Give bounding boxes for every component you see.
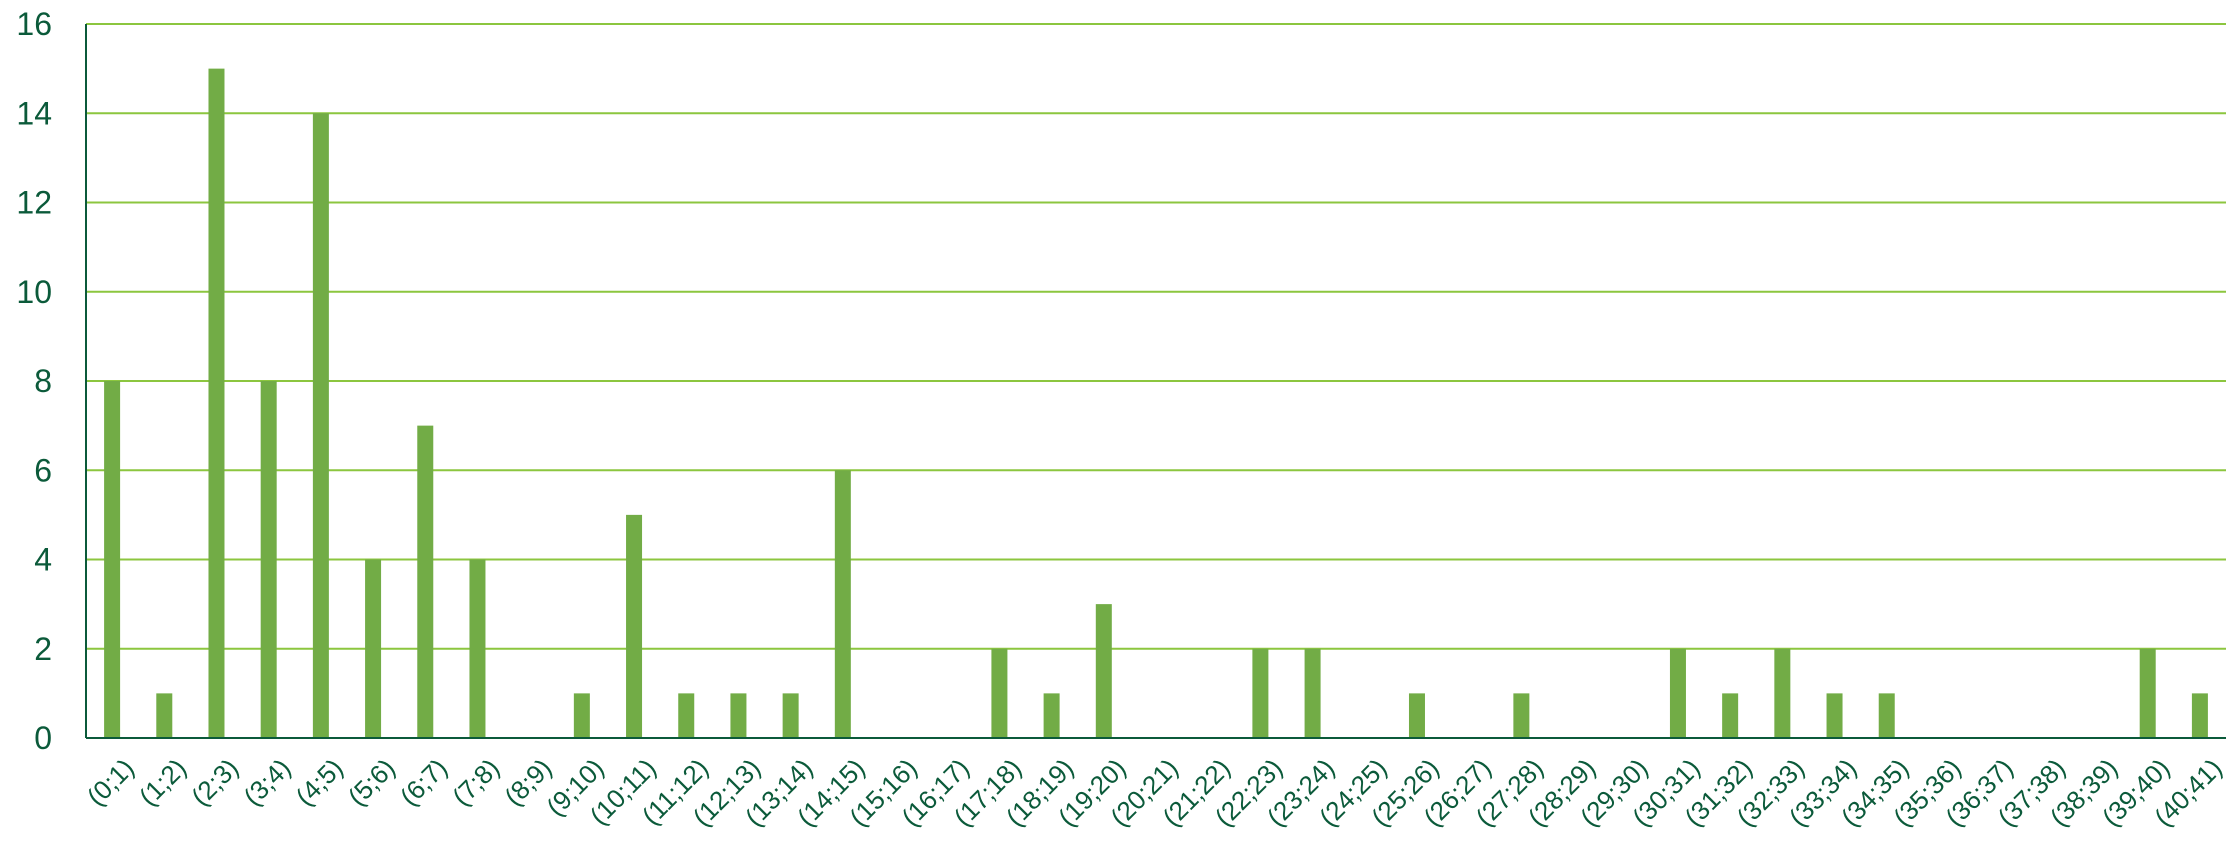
y-tick-label: 10 [16,274,52,310]
x-tick-label: (6;7) [394,753,453,812]
bar [1722,693,1739,738]
bar [2191,693,2208,738]
bar [1304,648,1321,738]
bar [260,381,277,738]
y-tick-label: 2 [34,631,52,667]
bar [834,470,851,738]
y-tick-label: 6 [34,452,52,488]
bar [1408,693,1425,738]
bar [1774,648,1791,738]
bar [573,693,590,738]
gridlines [86,23,2226,650]
bar [1878,693,1895,738]
bar [782,693,799,738]
bar [156,693,173,738]
x-axis-ticks: (0;1)(1;2)(2;3)(3;4)(4;5)(5;6)(6;7)(7;8)… [81,753,2228,832]
x-tick-label: (4;5) [290,753,349,812]
bar [1252,648,1269,738]
bar [1043,693,1060,738]
bar [1826,693,1843,738]
y-tick-label: 8 [34,363,52,399]
x-tick-label: (0;1) [81,753,140,812]
bar [469,559,486,738]
x-tick-label: (5;6) [342,753,401,812]
y-tick-label: 14 [16,95,52,131]
x-tick-label: (2;3) [185,753,244,812]
x-tick-label: (7;8) [446,753,505,812]
bar [417,425,434,738]
y-axis-ticks: 0 2 4 6 8 10 12 14 16 [16,6,52,756]
bar [2139,648,2156,738]
y-tick-label: 16 [16,6,52,42]
bar [626,514,643,738]
bar [208,68,225,738]
bar [991,648,1008,738]
bar [312,113,329,738]
y-tick-label: 0 [34,720,52,756]
bar [104,381,121,738]
bar [1513,693,1530,738]
bar [1669,648,1686,738]
y-tick-label: 12 [16,185,52,221]
y-tick-label: 4 [34,542,52,578]
bars [104,68,2208,738]
bar [1095,604,1112,738]
bar [678,693,695,738]
x-tick-label: (1;2) [133,753,192,812]
bar [365,559,382,738]
x-tick-label: (3;4) [237,753,296,812]
bar [730,693,747,738]
